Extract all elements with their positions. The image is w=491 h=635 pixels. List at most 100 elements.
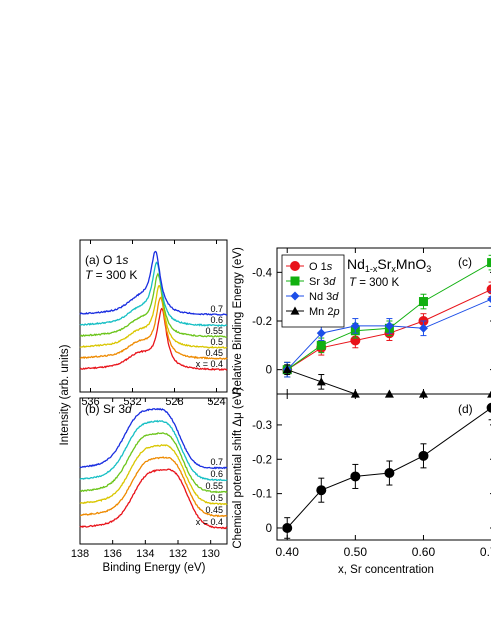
data-point: [290, 291, 300, 301]
x-tick-label: 532: [123, 396, 141, 408]
x-tick-label: 138: [71, 548, 89, 560]
x-tick-label: 536: [81, 396, 99, 408]
panel-a-x-ticks: 536 532 528 524: [81, 240, 226, 408]
series-label: 0.6: [210, 315, 223, 325]
data-point: [384, 321, 394, 331]
spectrum-curve: [79, 432, 228, 494]
series-line: [286, 407, 491, 529]
spectrum-curve: [79, 250, 228, 316]
panel-c-temperature: T = 300 K: [349, 277, 400, 289]
panel-a-curves: [79, 250, 228, 371]
data-point: [282, 522, 293, 533]
compound-formula: Nd1-xSrxMnO3: [347, 256, 431, 274]
data-point: [316, 485, 327, 496]
panel-d-frame: [276, 393, 491, 541]
panel-a-label: (a) O 1s: [85, 253, 128, 267]
x-tick-label: 0.50: [344, 545, 368, 559]
x-tick-label: 0.60: [412, 545, 436, 559]
x-tick-label: 528: [165, 396, 183, 408]
panel-d-label: (d): [458, 402, 473, 416]
data-point: [282, 365, 292, 374]
y-tick-label: -0.4: [252, 267, 272, 279]
y-tick-label: 0: [266, 523, 272, 535]
data-point: [290, 306, 300, 315]
panel-a-temperature: T = 300 K: [85, 268, 137, 282]
x-tick-label: 0.70: [480, 545, 491, 559]
spectrum-curve: [79, 272, 228, 338]
x-tick-label: 132: [169, 548, 187, 560]
data-point: [486, 284, 491, 295]
data-point: [384, 468, 395, 479]
panel-d-plot: 0 -0.1 -0.2 -0.3 0.40 0.50 0.60 0.70: [252, 394, 491, 559]
panel-b-series-labels: x = 0.4 0.45 0.5 0.55 0.6 0.7: [196, 457, 223, 527]
spectrum-curve: [79, 407, 228, 470]
data-point: [290, 276, 300, 286]
series-label: 0.45: [205, 505, 223, 515]
data-point: [486, 402, 491, 413]
panel-a-frame: [79, 239, 228, 393]
series-line: [286, 298, 491, 371]
spectrum-curve: [79, 456, 228, 518]
legend-label: Nd 3d: [309, 291, 339, 303]
series-label: x = 0.4: [196, 517, 223, 527]
data-point: [487, 258, 491, 268]
legend-label: O 1s: [309, 261, 333, 273]
spectrum-curve: [79, 284, 228, 349]
spectrum-curve: [79, 307, 228, 371]
panel-b-frame: [79, 397, 228, 545]
y-tick-label: -0.2: [252, 454, 272, 466]
series-label: 0.5: [210, 337, 223, 347]
spectrum-curve: [79, 443, 228, 506]
data-point: [487, 295, 491, 304]
data-point: [316, 377, 326, 386]
panel-b-x-ticks: 138 136 134 132 130: [71, 398, 220, 560]
data-point: [418, 450, 429, 461]
series-label: 0.7: [210, 457, 223, 467]
panel-b-curves: [79, 407, 228, 530]
series-label: 0.5: [210, 493, 223, 503]
series-label: 0.45: [205, 348, 223, 358]
intensity-axis-label: Intensity (arb. units): [59, 344, 71, 445]
relative-binding-energy-axis-label: Relative Binding Energy (eV): [232, 247, 244, 395]
data-point: [316, 340, 326, 350]
panel-c-label: (c): [458, 255, 472, 269]
panel-b: x = 0.4 0.45 0.5 0.55 0.6 0.7 138 136 134 132 130…: [71, 397, 228, 574]
data-point: [418, 323, 428, 333]
y-tick-label: -0.1: [252, 489, 272, 501]
series-label: 0.55: [205, 326, 223, 336]
panel-c-legend: O 1s Sr 3d Nd 3d Mn 2p: [281, 254, 345, 328]
x-tick-label: 136: [103, 548, 121, 560]
x-tick-label: 130: [201, 548, 219, 560]
x-tick-label: 134: [136, 548, 154, 560]
panel-b-label: (b) Sr 3d: [85, 402, 132, 416]
x-tick-label: 524: [207, 396, 225, 408]
spectrum-curve: [79, 419, 228, 482]
legend-label: Mn 2p: [309, 306, 340, 318]
panel-a-series-labels: x = 0.40.450.50.550.60.7: [196, 304, 223, 369]
chemical-potential-axis-label: Chemical potential shift Δμ (eV): [232, 387, 244, 548]
series-label: 0.7: [210, 304, 223, 314]
spectrum-curve: [79, 296, 228, 360]
sr-concentration-axis-label: x, Sr concentration: [338, 564, 434, 576]
panel-c: 0 -0.2 -0.4 (c) Nd1-xSrxMnO3 T = 300 K O 1…: [232, 247, 491, 398]
binding-energy-axis-label: Binding Energy (eV): [103, 562, 206, 574]
data-point: [350, 321, 360, 331]
series-line: [286, 289, 491, 371]
y-tick-label: 0: [266, 365, 272, 377]
spectrum-curve: [79, 261, 228, 328]
y-tick-label: -0.2: [252, 316, 272, 328]
spectrum-curve: [79, 468, 228, 530]
data-point: [350, 471, 361, 482]
data-point: [290, 261, 300, 271]
series-label: 0.6: [210, 469, 223, 479]
series-line: [286, 262, 491, 371]
series-label: x = 0.4: [196, 359, 223, 369]
series-label: 0.55: [205, 481, 223, 491]
data-point: [418, 297, 428, 307]
data-point: [316, 328, 326, 338]
x-tick-label: 0.40: [276, 545, 300, 559]
legend-label: Sr 3d: [309, 276, 336, 288]
panel-d: 0 -0.1 -0.2 -0.3 0.40 0.50 0.60 0.70 (d) Chemic…: [232, 387, 491, 576]
y-tick-label: -0.3: [252, 420, 272, 432]
